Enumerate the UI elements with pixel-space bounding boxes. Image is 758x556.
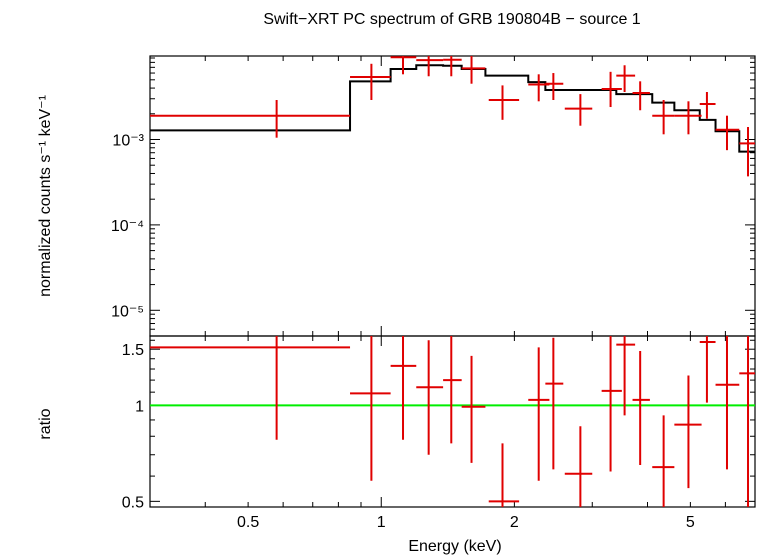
y-tick-label: 10⁻³ <box>112 132 144 149</box>
x-tick-label: 0.5 <box>237 514 259 531</box>
y-tick-label: 0.5 <box>122 494 144 511</box>
spectrum-y-axis-label: normalized counts s⁻¹ keV⁻¹ <box>37 95 54 297</box>
y-tick-label: 10⁻⁴ <box>111 218 144 235</box>
ratio-frame <box>149 335 756 508</box>
spectrum-panel: 10⁻³ 10⁻⁴ 10⁻⁵ <box>111 55 756 337</box>
ratio-y-axis-label: ratio <box>37 408 54 439</box>
energy-x-axis-label: Energy (keV) <box>408 538 501 555</box>
ratio-panel: 0.5 1 2 5 0.5 1 1.5 <box>122 335 756 531</box>
y-tick-label: 1 <box>135 398 144 415</box>
y-tick-label: 1.5 <box>122 342 144 359</box>
x-tick-label: 2 <box>510 514 519 531</box>
y-tick-label: 10⁻⁵ <box>111 303 144 320</box>
x-tick-label: 5 <box>686 514 695 531</box>
model-step-line <box>150 64 755 153</box>
x-tick-label: 1 <box>377 514 386 531</box>
spectrum-frame <box>149 55 756 337</box>
chart-title: Swift−XRT PC spectrum of GRB 190804B − s… <box>263 11 640 28</box>
